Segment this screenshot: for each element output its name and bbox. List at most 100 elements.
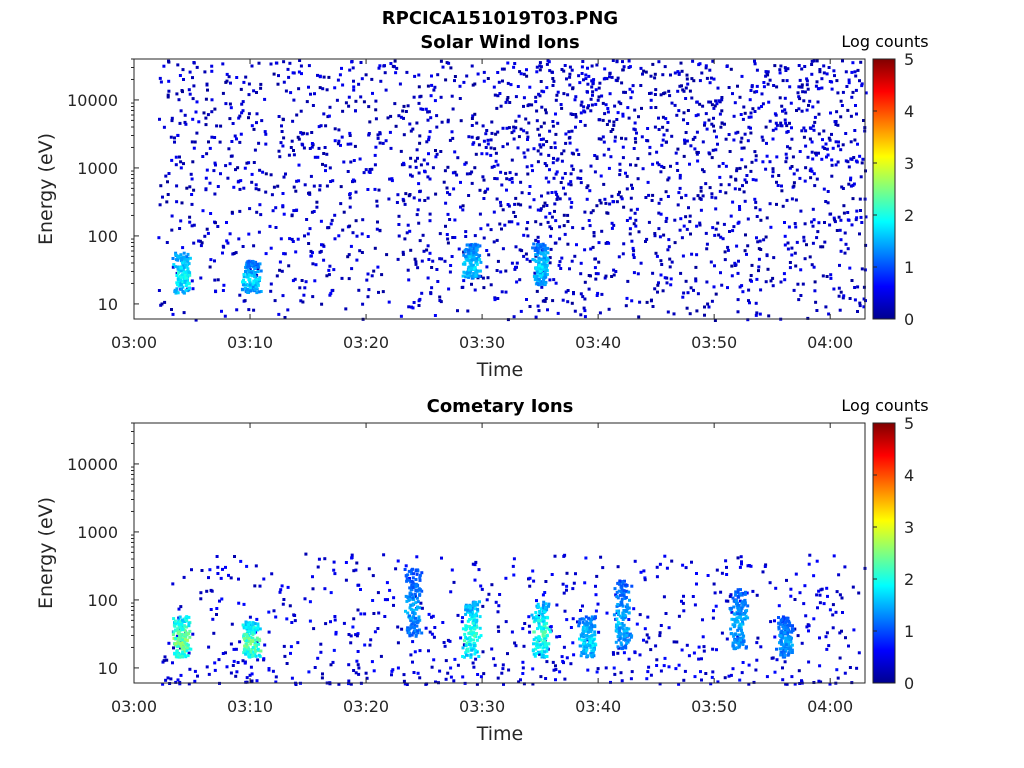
background-count-mark	[273, 299, 277, 303]
background-count-mark	[510, 220, 514, 224]
feature-mark-1	[248, 283, 252, 287]
background-count-mark	[510, 131, 514, 135]
background-count-mark	[506, 96, 510, 99]
feature-mark-7	[741, 622, 745, 626]
background-count-mark	[601, 135, 605, 139]
background-count-mark	[570, 164, 574, 168]
feature-mark-4	[537, 636, 541, 640]
background-count-mark	[293, 277, 297, 281]
background-count-mark	[693, 675, 697, 679]
background-count-mark	[659, 273, 663, 277]
background-count-mark	[784, 69, 788, 72]
feature-mark-2	[470, 258, 474, 262]
background-count-mark	[193, 669, 197, 673]
background-count-mark	[292, 149, 295, 152]
background-count-mark	[547, 153, 551, 157]
background-count-mark	[802, 126, 806, 130]
feature-mark-3	[538, 274, 542, 278]
background-count-mark	[205, 665, 209, 669]
background-count-mark	[481, 276, 485, 280]
background-count-mark	[709, 682, 713, 686]
background-count-mark	[213, 259, 216, 263]
background-count-mark	[765, 141, 768, 145]
background-count-mark	[637, 230, 641, 234]
background-count-mark	[174, 155, 178, 159]
background-count-mark	[858, 79, 861, 83]
background-count-mark	[717, 233, 721, 237]
feature-mark-2	[410, 583, 414, 587]
background-count-mark	[657, 116, 660, 120]
background-count-mark	[218, 140, 222, 144]
background-count-mark	[704, 112, 708, 116]
background-count-mark	[840, 596, 844, 600]
background-count-mark	[755, 68, 759, 72]
background-count-mark	[658, 631, 662, 635]
feature-mark-1	[247, 634, 251, 638]
background-count-mark	[271, 669, 275, 673]
background-count-mark	[462, 279, 466, 283]
background-count-mark	[843, 565, 847, 569]
background-count-mark	[500, 671, 504, 675]
background-count-mark	[471, 114, 475, 118]
background-count-mark	[223, 314, 227, 318]
background-count-mark	[780, 189, 784, 193]
background-count-mark	[496, 163, 500, 167]
feature-mark-0	[187, 632, 191, 636]
background-count-mark	[773, 635, 777, 639]
background-count-mark	[711, 616, 715, 620]
background-count-mark	[444, 677, 448, 681]
feature-mark-8	[780, 629, 784, 633]
background-count-mark	[248, 615, 252, 619]
feature-mark-1	[253, 272, 256, 276]
background-count-mark	[310, 145, 314, 149]
background-count-mark	[490, 583, 494, 587]
background-count-mark	[786, 130, 790, 133]
feature-mark-1	[254, 286, 258, 290]
background-count-mark	[616, 565, 620, 569]
background-count-mark	[596, 667, 600, 671]
background-count-mark	[563, 64, 567, 67]
background-count-mark	[277, 312, 281, 316]
background-count-mark	[576, 620, 579, 624]
background-count-mark	[663, 65, 667, 69]
background-count-mark	[708, 152, 712, 156]
background-count-mark	[478, 212, 482, 216]
background-count-mark	[259, 86, 263, 90]
background-count-mark	[512, 210, 516, 214]
background-count-mark	[846, 211, 850, 214]
feature-mark-1	[248, 286, 252, 290]
background-count-mark	[705, 127, 709, 131]
background-count-mark	[814, 84, 818, 88]
background-count-mark	[258, 168, 262, 172]
background-count-mark	[333, 237, 337, 241]
feature-mark-0	[178, 619, 182, 623]
background-count-mark	[829, 276, 833, 280]
background-count-mark	[790, 253, 794, 257]
background-count-mark	[587, 219, 591, 222]
background-count-mark	[757, 247, 761, 251]
background-count-mark	[738, 166, 742, 170]
background-count-mark	[839, 290, 843, 294]
feature-mark-1	[245, 645, 249, 649]
background-count-mark	[701, 104, 705, 108]
background-count-mark	[848, 266, 852, 270]
y-tick-label: 10	[98, 659, 118, 678]
background-count-mark	[698, 196, 702, 200]
background-count-mark	[839, 148, 843, 152]
background-count-mark	[579, 313, 583, 317]
background-count-mark	[499, 270, 503, 274]
feature-mark-3	[478, 615, 482, 619]
y-tick-label: 10	[98, 295, 118, 314]
background-count-mark	[377, 188, 381, 192]
background-count-mark	[636, 177, 640, 181]
background-count-mark	[625, 187, 629, 191]
background-count-mark	[556, 90, 560, 94]
background-count-mark	[344, 578, 348, 582]
background-count-mark	[214, 163, 217, 167]
background-count-mark	[304, 280, 308, 284]
feature-mark-1	[244, 265, 248, 269]
feature-mark-0	[180, 654, 184, 658]
background-count-mark	[740, 158, 744, 162]
background-count-mark	[805, 79, 809, 83]
feature-mark-3	[531, 246, 535, 250]
